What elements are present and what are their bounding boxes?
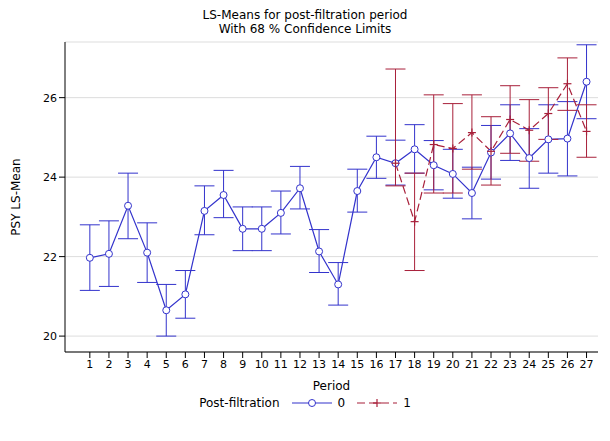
svg-text:2: 2 bbox=[105, 358, 112, 371]
svg-text:15: 15 bbox=[350, 358, 364, 371]
svg-text:10: 10 bbox=[255, 358, 269, 371]
svg-text:22: 22 bbox=[43, 251, 57, 264]
svg-text:24: 24 bbox=[522, 358, 536, 371]
html-text:LS-Means for post-filtration p: LS-Means for post-filtration period bbox=[202, 8, 408, 22]
svg-text:5: 5 bbox=[163, 358, 170, 371]
svg-text:12: 12 bbox=[293, 358, 307, 371]
svg-text:13: 13 bbox=[312, 358, 326, 371]
svg-text:24: 24 bbox=[43, 171, 57, 184]
svg-text:26: 26 bbox=[43, 92, 57, 105]
svg-text:22: 22 bbox=[484, 358, 498, 371]
svg-text:9: 9 bbox=[239, 358, 246, 371]
html-text:Post-filtration: Post-filtration bbox=[199, 396, 280, 410]
svg-text:27: 27 bbox=[580, 358, 594, 371]
html-text:1: 1 bbox=[403, 396, 411, 410]
svg-text:4: 4 bbox=[144, 358, 151, 371]
svg-text:20: 20 bbox=[446, 358, 460, 371]
svg-text:16: 16 bbox=[369, 358, 383, 371]
svg-text:25: 25 bbox=[541, 358, 555, 371]
svg-text:19: 19 bbox=[427, 358, 441, 371]
svg-text:17: 17 bbox=[388, 358, 402, 371]
svg-text:3: 3 bbox=[125, 358, 132, 371]
svg-text:21: 21 bbox=[465, 358, 479, 371]
svg-text:20: 20 bbox=[43, 330, 57, 343]
svg-text:18: 18 bbox=[408, 358, 422, 371]
svg-text:26: 26 bbox=[560, 358, 574, 371]
svg-text:14: 14 bbox=[331, 358, 345, 371]
svg-text:Period: Period bbox=[313, 379, 350, 393]
svg-text:8: 8 bbox=[220, 358, 227, 371]
svg-text:7: 7 bbox=[201, 358, 208, 371]
html-text:With 68 % Confidence Limits: With 68 % Confidence Limits bbox=[218, 22, 392, 36]
svg-text:1: 1 bbox=[86, 358, 93, 371]
svg-text:PSY LS-Mean: PSY LS-Mean bbox=[9, 158, 23, 235]
svg-text:11: 11 bbox=[274, 358, 288, 371]
svg-text:6: 6 bbox=[182, 358, 189, 371]
html-text:0: 0 bbox=[337, 396, 346, 410]
svg-text:23: 23 bbox=[503, 358, 517, 371]
